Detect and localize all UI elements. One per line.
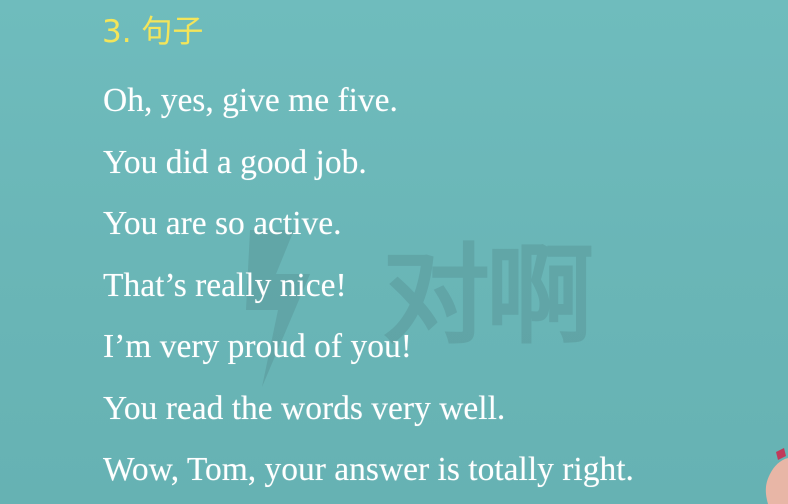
sentence-item: Oh, yes, give me five.: [103, 82, 398, 119]
presenter-hand-icon: [765, 448, 788, 504]
sentence-item: You did a good job.: [103, 143, 367, 181]
sentence-item: I’m very proud of you!: [103, 328, 412, 365]
sentence-item: That’s really nice!: [103, 266, 347, 304]
sentence-item: You are so active.: [103, 205, 342, 242]
sentence-item: Wow, Tom, your answer is totally right.: [103, 451, 634, 488]
section-heading: 3. 句子: [102, 14, 204, 50]
sentence-list: Oh, yes, give me five. You did a good jo…: [103, 70, 634, 501]
sentence-item: You read the words very well.: [103, 389, 506, 427]
